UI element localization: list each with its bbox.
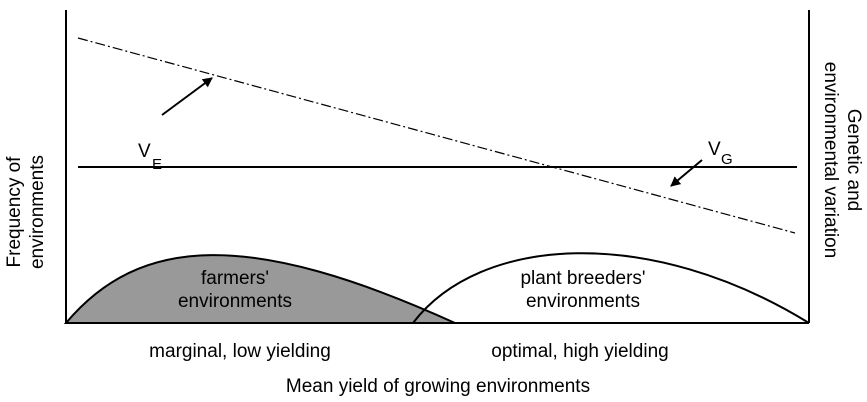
- farmers-curve: [63, 254, 456, 324]
- y-axis-label: Frequency of environments: [4, 155, 48, 269]
- breeders-curve: [412, 252, 810, 324]
- y2-axis-label-line: Genetic and: [843, 109, 864, 211]
- ve-symbol: V: [138, 141, 151, 162]
- x-axis-label: Mean yield of growing environments: [286, 376, 590, 397]
- y2-axis-label: Genetic and environmental variation: [820, 62, 864, 258]
- breeders-label: plant breeders': [520, 268, 645, 289]
- ve-arrow: [161, 77, 213, 116]
- breeders-label: environments: [526, 291, 640, 312]
- y-axis-label-line: environments: [27, 155, 48, 269]
- farmers-label: environments: [178, 291, 292, 312]
- vg-arrow: [670, 159, 703, 187]
- y-axis-label-line: Frequency of: [4, 156, 25, 268]
- vg-symbol: V: [708, 139, 721, 160]
- farmers-label: farmers': [201, 268, 269, 289]
- vg-subscript: G: [721, 151, 733, 168]
- ve-subscript: E: [152, 156, 162, 173]
- x-region-label: marginal, low yielding: [149, 341, 331, 362]
- x-region-label: optimal, high yielding: [491, 341, 668, 362]
- ve-line: [77, 37, 796, 234]
- y2-axis-label-line: environmental variation: [820, 62, 841, 258]
